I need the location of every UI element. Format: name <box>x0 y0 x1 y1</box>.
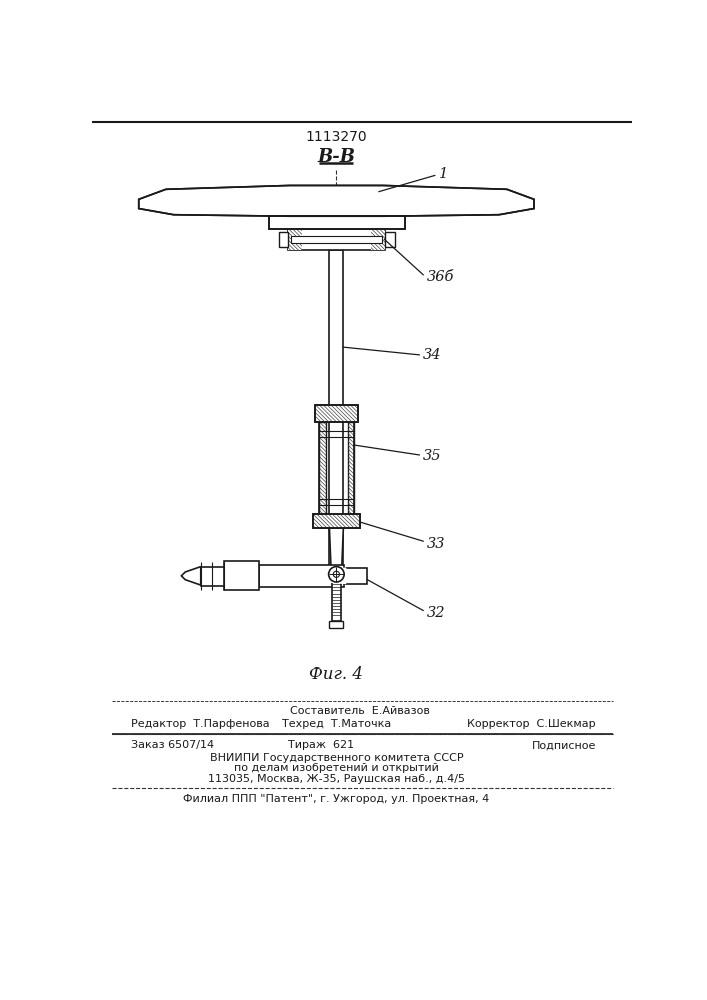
Bar <box>201 567 224 586</box>
Text: Техред  Т.Маточка: Техред Т.Маточка <box>282 719 391 729</box>
Text: 1113270: 1113270 <box>305 130 367 144</box>
Circle shape <box>333 571 339 577</box>
Polygon shape <box>320 422 325 514</box>
Bar <box>329 250 344 582</box>
Text: Редактор  Т.Парфенова: Редактор Т.Парфенова <box>131 719 269 729</box>
Polygon shape <box>329 568 346 584</box>
Bar <box>344 568 368 584</box>
Text: Фиг. 4: Фиг. 4 <box>310 666 363 683</box>
Text: В-В: В-В <box>317 148 356 166</box>
Polygon shape <box>269 216 404 229</box>
Polygon shape <box>315 405 358 422</box>
Bar <box>291 235 382 243</box>
Text: по делам изобретений и открытий: по делам изобретений и открытий <box>234 763 439 773</box>
Polygon shape <box>288 229 303 250</box>
Polygon shape <box>139 185 534 216</box>
Bar <box>259 565 344 587</box>
Bar <box>332 582 341 620</box>
Text: ВНИИПИ Государственного комитета СССР: ВНИИПИ Государственного комитета СССР <box>209 753 463 763</box>
Text: 36б: 36б <box>427 270 455 284</box>
Text: 34: 34 <box>423 348 442 362</box>
Text: 113035, Москва, Ж-35, Раушская наб., д.4/5: 113035, Москва, Ж-35, Раушская наб., д.4… <box>208 774 465 784</box>
Bar <box>224 561 259 590</box>
Text: Филиал ППП "Патент", г. Ужгород, ул. Проектная, 4: Филиал ППП "Патент", г. Ужгород, ул. Про… <box>183 794 489 804</box>
Polygon shape <box>348 422 354 514</box>
Bar <box>288 229 385 250</box>
Text: 32: 32 <box>427 606 445 620</box>
Bar <box>385 232 395 247</box>
Text: Составитель  Е.Айвазов: Составитель Е.Айвазов <box>290 706 430 716</box>
Circle shape <box>329 567 344 582</box>
Text: 33: 33 <box>427 536 445 550</box>
Polygon shape <box>329 528 344 567</box>
Polygon shape <box>313 514 360 528</box>
Polygon shape <box>182 567 201 585</box>
Polygon shape <box>371 229 385 250</box>
Text: 1: 1 <box>438 167 448 181</box>
Text: Подписное: Подписное <box>532 740 596 750</box>
Bar <box>279 232 288 247</box>
Text: 35: 35 <box>423 449 442 463</box>
Text: Тираж  621: Тираж 621 <box>288 740 354 750</box>
Text: Корректор  С.Шекмар: Корректор С.Шекмар <box>467 719 596 729</box>
Text: Заказ 6507/14: Заказ 6507/14 <box>131 740 214 750</box>
Bar <box>329 620 344 628</box>
